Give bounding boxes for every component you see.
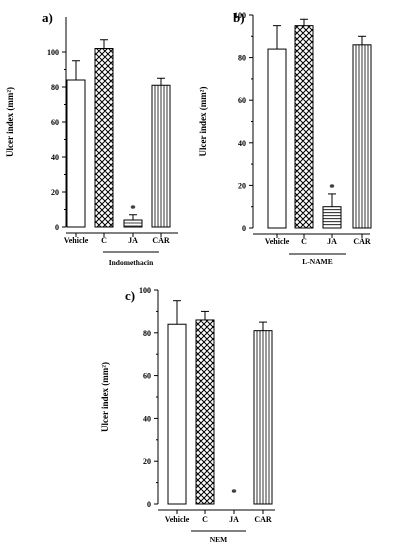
bar-car (352, 35, 372, 229)
bar-car (151, 77, 171, 228)
bar-rect (94, 48, 114, 228)
bar-rect (195, 319, 215, 505)
y-tick-label: 80 (238, 54, 246, 63)
bar-ja: * (123, 203, 143, 228)
y-axis-label: Ulcer index (mm²) (100, 362, 110, 432)
y-axis-label: Ulcer index (mm²) (198, 86, 208, 156)
bar-c (94, 39, 114, 228)
bar-rect (66, 79, 86, 228)
y-tick-label: 60 (238, 96, 246, 105)
y-tick-label: 40 (143, 414, 151, 423)
y-tick-label: 0 (55, 223, 59, 232)
bar-ja: * (231, 487, 237, 499)
bar-rect (167, 323, 187, 505)
panel-label: c) (125, 288, 135, 303)
y-tick-label: 40 (238, 139, 246, 148)
y-tick-label: 100 (234, 11, 246, 20)
x-tick-label: Vehicle (265, 237, 290, 246)
bar-ja: * (322, 182, 342, 229)
x-tick-label: JA (327, 237, 337, 246)
y-tick-label: 20 (238, 181, 246, 190)
chart-panel-2: 0 20 40 60 80 100 Vehicle C * JA CAR L-NAME b) Ulcer … (198, 10, 372, 266)
bar-c (195, 310, 215, 505)
group-label: NEM (210, 535, 228, 544)
significance-marker: * (130, 203, 136, 215)
y-tick-label: 20 (51, 188, 59, 197)
panel-label: b) (233, 10, 245, 25)
y-tick-label: 100 (47, 48, 59, 57)
bar-car (253, 321, 273, 505)
x-tick-label: C (202, 515, 208, 524)
x-tick-label: C (301, 237, 307, 246)
panel-label: a) (42, 10, 53, 25)
x-tick-label: Vehicle (64, 236, 89, 245)
x-tick-label: CAR (152, 236, 170, 245)
bar-vehicle (167, 300, 187, 505)
bar-rect (294, 25, 314, 229)
bar-vehicle (267, 25, 287, 229)
chart-panel-1: 0 20 40 60 80 100 Vehicle C * JA CAR Indomethacin a)… (5, 10, 178, 267)
bar-rect (267, 48, 287, 229)
chart-panel-3: 0 20 40 60 80 100 Vehicle C * JA CAR NEM c) Ulcer ind… (100, 286, 275, 544)
x-tick-label: JA (229, 515, 239, 524)
bar-vehicle (66, 60, 86, 228)
x-tick-label: JA (128, 236, 138, 245)
group-label: Indomethacin (109, 258, 154, 267)
significance-marker: * (231, 487, 237, 499)
y-axis-label: Ulcer index (mm²) (5, 87, 15, 157)
x-tick-label: C (101, 236, 107, 245)
x-tick-label: CAR (353, 237, 371, 246)
y-tick-label: 20 (143, 457, 151, 466)
y-tick-label: 60 (143, 372, 151, 381)
group-label: L-NAME (302, 257, 332, 266)
bar-c (294, 18, 314, 229)
x-tick-label: Vehicle (165, 515, 190, 524)
y-tick-label: 60 (51, 118, 59, 127)
y-tick-label: 40 (51, 153, 59, 162)
y-tick-label: 100 (139, 286, 151, 295)
y-tick-label: 80 (51, 83, 59, 92)
significance-marker: * (329, 182, 335, 194)
y-tick-label: 80 (143, 329, 151, 338)
y-tick-label: 0 (242, 224, 246, 233)
y-tick-label: 0 (147, 500, 151, 509)
x-tick-label: CAR (254, 515, 272, 524)
